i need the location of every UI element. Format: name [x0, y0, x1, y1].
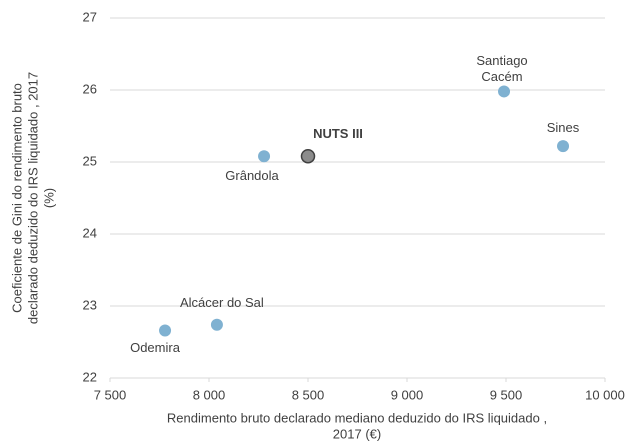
y-tick-label: 22: [83, 369, 97, 384]
y-tick-label: 26: [83, 81, 97, 96]
point-label: NUTS III: [313, 126, 363, 142]
point: [258, 150, 271, 163]
x-tick-label: 9 000: [391, 387, 424, 402]
point: [498, 85, 511, 98]
x-tick-label: 10 000: [585, 387, 625, 402]
point: [557, 140, 570, 153]
point-label: Grândola: [225, 168, 279, 184]
y-axis-title: Coeficiente de Gini do rendimento bruto: [9, 83, 24, 313]
point-label: Santiago Cacém: [476, 53, 528, 85]
point: [159, 324, 172, 337]
y-tick-label: 25: [83, 153, 97, 168]
x-tick-label: 8 500: [292, 387, 325, 402]
x-axis-title: 2017 (€): [333, 426, 381, 441]
y-tick-label: 24: [83, 225, 97, 240]
x-tick-label: 7 500: [94, 387, 127, 402]
point: [300, 148, 316, 164]
x-tick-label: 8 000: [193, 387, 226, 402]
y-axis-title: declarado deduzido do IRS liquidado , 20…: [25, 72, 40, 324]
point-label: Sines: [546, 120, 580, 136]
point: [210, 318, 223, 331]
y-axis-title: (%): [41, 188, 56, 208]
x-axis-title: Rendimento bruto declarado mediano deduz…: [167, 410, 547, 425]
y-tick-label: 23: [83, 297, 97, 312]
point-label: Odemira: [130, 340, 180, 356]
y-tick-label: 27: [83, 9, 97, 24]
point-label: Alcácer do Sal: [179, 294, 264, 310]
x-tick-label: 9 500: [490, 387, 523, 402]
